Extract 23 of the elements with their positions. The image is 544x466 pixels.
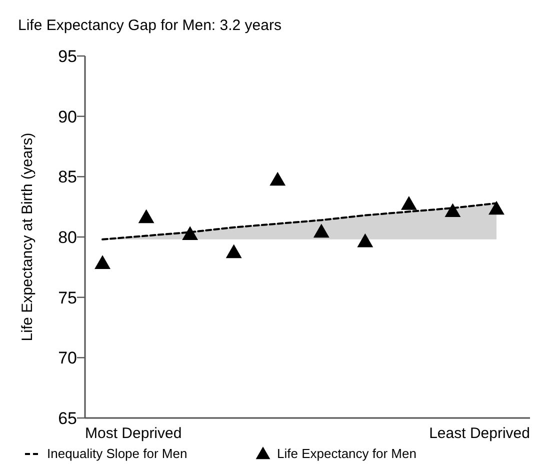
y-tick-label: 75 <box>58 288 77 308</box>
point <box>313 224 330 238</box>
y-tick-label: 95 <box>58 47 77 66</box>
legend-label: Inequality Slope for Men <box>47 446 188 461</box>
point <box>444 203 461 218</box>
point <box>357 233 374 248</box>
y-tick-label: 70 <box>58 348 77 368</box>
point <box>270 172 286 186</box>
text: Least Deprived <box>429 425 530 442</box>
point <box>226 244 242 258</box>
legend-label: Life Expectancy for Men <box>277 446 416 461</box>
text: Most Deprived <box>85 425 182 442</box>
point <box>182 226 198 240</box>
point <box>94 255 110 269</box>
point <box>138 209 154 224</box>
chart-title: Life Expectancy Gap for Men: 3.2 years <box>18 17 282 34</box>
point <box>400 196 417 210</box>
point <box>488 200 504 215</box>
y-tick-label: 80 <box>58 228 77 247</box>
y-tick-label: 65 <box>58 409 77 428</box>
y-tick-label: 85 <box>58 168 77 187</box>
y-tick-label: 90 <box>58 107 77 126</box>
y-axis-title: Life Expectancy at Birth (years) <box>19 132 36 342</box>
